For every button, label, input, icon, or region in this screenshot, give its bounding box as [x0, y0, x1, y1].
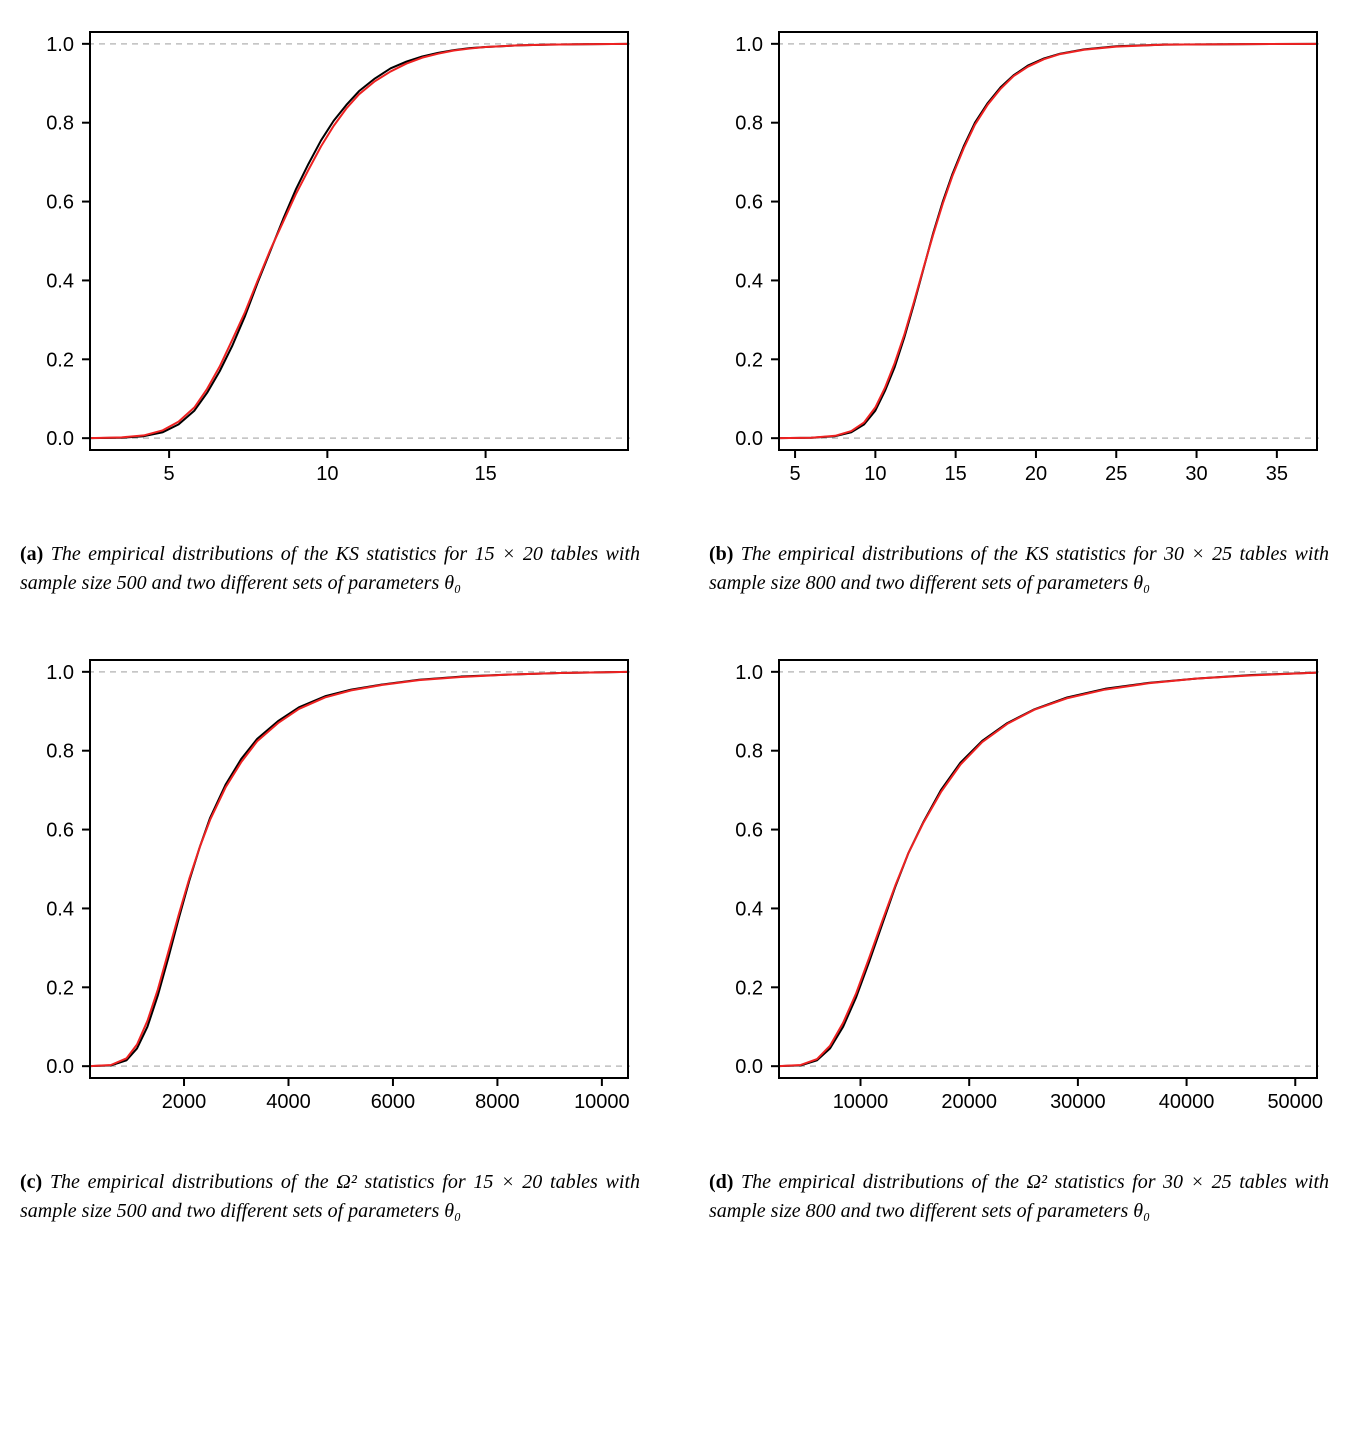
svg-text:8000: 8000 — [475, 1091, 520, 1113]
caption-tag: (c) — [20, 1171, 42, 1193]
svg-text:0.0: 0.0 — [735, 428, 763, 450]
svg-text:0.8: 0.8 — [46, 113, 74, 135]
caption-tag: (d) — [709, 1171, 733, 1193]
caption-tag: (a) — [20, 543, 43, 565]
svg-text:0.2: 0.2 — [46, 349, 74, 371]
svg-text:0.4: 0.4 — [46, 898, 74, 920]
panel-d: 10000 20000 30000 40000 50000 0.0 0.2 0.4 0.6 0.8… — [709, 648, 1338, 1226]
svg-text:20: 20 — [1025, 463, 1047, 485]
caption-b: (b) The empirical distributions of the K… — [709, 540, 1329, 598]
svg-text:15: 15 — [945, 463, 967, 485]
svg-text:0.2: 0.2 — [46, 977, 74, 999]
svg-text:10000: 10000 — [833, 1091, 889, 1113]
caption-tag: (b) — [709, 543, 733, 565]
svg-text:20000: 20000 — [941, 1091, 997, 1113]
svg-text:0.0: 0.0 — [46, 1056, 74, 1078]
svg-text:1.0: 1.0 — [735, 662, 763, 684]
svg-text:30: 30 — [1185, 463, 1207, 485]
svg-text:1.0: 1.0 — [46, 662, 74, 684]
panel-b: 5 10 15 20 25 30 35 0.0 0.2 0.4 0.6 0.8 1.0 (b) The … — [709, 20, 1338, 598]
svg-text:1.0: 1.0 — [735, 34, 763, 56]
svg-text:0.2: 0.2 — [735, 977, 763, 999]
svg-text:4000: 4000 — [266, 1091, 311, 1113]
caption-d: (d) The empirical distributions of the Ω… — [709, 1168, 1329, 1226]
caption-c: (c) The empirical distributions of the Ω… — [20, 1168, 640, 1226]
svg-text:0.6: 0.6 — [735, 192, 763, 214]
svg-text:1.0: 1.0 — [46, 34, 74, 56]
svg-text:6000: 6000 — [371, 1091, 416, 1113]
caption-a: (a) The empirical distributions of the K… — [20, 540, 640, 598]
svg-text:40000: 40000 — [1159, 1091, 1215, 1113]
svg-text:0.4: 0.4 — [46, 270, 74, 292]
caption-text: The empirical distributions of the Ω² st… — [709, 1171, 1329, 1222]
svg-text:5: 5 — [789, 463, 800, 485]
panel-a: 5 10 15 0.0 0.2 0.4 0.6 0.8 1.0 (a) The empirica… — [20, 20, 649, 598]
svg-text:0.6: 0.6 — [46, 820, 74, 842]
chart-d: 10000 20000 30000 40000 50000 0.0 0.2 0.4 0.6 0.8… — [709, 648, 1329, 1128]
svg-text:10000: 10000 — [574, 1091, 630, 1113]
svg-text:15: 15 — [474, 463, 496, 485]
svg-text:0.4: 0.4 — [735, 898, 763, 920]
svg-text:2000: 2000 — [162, 1091, 207, 1113]
caption-text: The empirical distributions of the KS st… — [20, 543, 640, 594]
chart-a: 5 10 15 0.0 0.2 0.4 0.6 0.8 1.0 — [20, 20, 640, 500]
svg-text:5: 5 — [164, 463, 175, 485]
svg-text:0.0: 0.0 — [735, 1056, 763, 1078]
svg-text:10: 10 — [864, 463, 886, 485]
svg-text:50000: 50000 — [1267, 1091, 1323, 1113]
svg-text:0.0: 0.0 — [46, 428, 74, 450]
svg-text:0.6: 0.6 — [735, 820, 763, 842]
svg-text:35: 35 — [1266, 463, 1288, 485]
chart-b: 5 10 15 20 25 30 35 0.0 0.2 0.4 0.6 0.8 1.0 — [709, 20, 1329, 500]
chart-c: 2000 4000 6000 8000 10000 0.0 0.2 0.4 0.6 0.8 1.0 — [20, 648, 640, 1128]
panel-c: 2000400060008000100000.00.20.40.60.81.0 … — [20, 648, 649, 1226]
svg-text:0.6: 0.6 — [46, 192, 74, 214]
svg-text:30000: 30000 — [1050, 1091, 1106, 1113]
svg-text:0.2: 0.2 — [735, 349, 763, 371]
svg-text:0.8: 0.8 — [735, 113, 763, 135]
svg-text:0.8: 0.8 — [735, 741, 763, 763]
svg-text:0.8: 0.8 — [46, 741, 74, 763]
svg-text:10: 10 — [316, 463, 338, 485]
caption-text: The empirical distributions of the Ω² st… — [20, 1171, 640, 1222]
svg-text:0.4: 0.4 — [735, 270, 763, 292]
caption-text: The empirical distributions of the KS st… — [709, 543, 1329, 594]
svg-text:25: 25 — [1105, 463, 1127, 485]
